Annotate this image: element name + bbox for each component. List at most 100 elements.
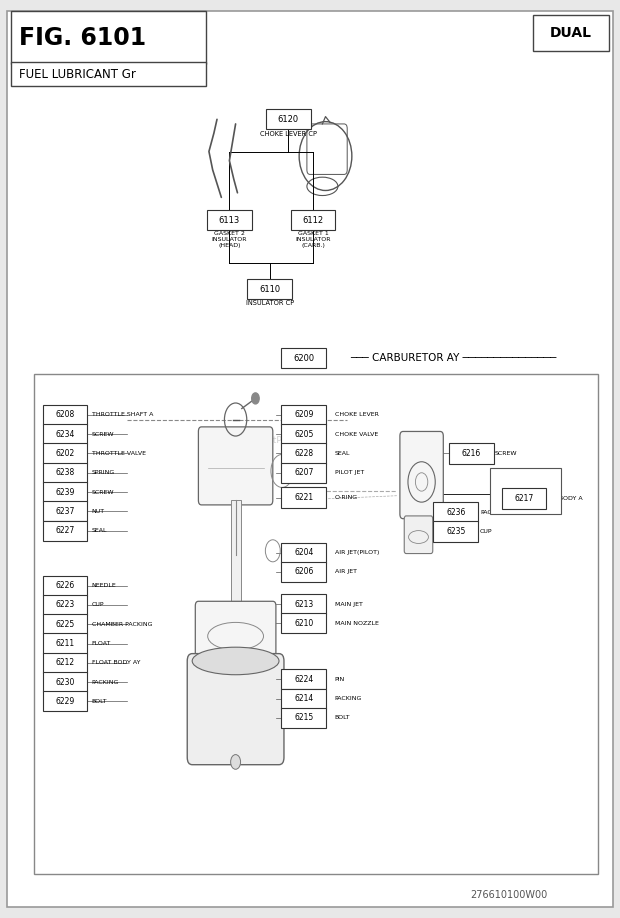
FancyBboxPatch shape: [43, 463, 87, 483]
Text: SCREW: SCREW: [495, 451, 517, 456]
FancyBboxPatch shape: [43, 501, 87, 521]
FancyBboxPatch shape: [43, 443, 87, 464]
Text: 276610100W00: 276610100W00: [470, 890, 547, 900]
Text: 6208: 6208: [55, 410, 75, 420]
Text: DUAL: DUAL: [550, 26, 592, 40]
Text: 6225: 6225: [55, 620, 75, 629]
Text: BOLT: BOLT: [335, 715, 350, 721]
Text: 6205: 6205: [294, 430, 314, 439]
Text: 6110: 6110: [259, 285, 280, 294]
Text: PILOT JET: PILOT JET: [335, 470, 364, 476]
FancyBboxPatch shape: [281, 487, 326, 508]
Text: 6212: 6212: [56, 658, 74, 667]
FancyBboxPatch shape: [195, 601, 276, 666]
Text: THROTTLE VALVE: THROTTLE VALVE: [92, 451, 146, 456]
Text: 6200: 6200: [293, 353, 314, 363]
FancyBboxPatch shape: [281, 424, 326, 444]
FancyBboxPatch shape: [11, 62, 206, 86]
Text: GASKET 1
INSULATOR
(CARB.): GASKET 1 INSULATOR (CARB.): [295, 231, 331, 248]
FancyBboxPatch shape: [449, 443, 494, 464]
Text: 6202: 6202: [55, 449, 75, 458]
FancyBboxPatch shape: [198, 427, 273, 505]
Text: PACKING: PACKING: [335, 696, 362, 701]
Text: 6215: 6215: [294, 713, 314, 722]
FancyBboxPatch shape: [207, 210, 252, 230]
Text: 6206: 6206: [294, 567, 314, 577]
FancyBboxPatch shape: [43, 521, 87, 541]
Text: 6237: 6237: [55, 507, 75, 516]
FancyBboxPatch shape: [247, 279, 292, 299]
FancyBboxPatch shape: [281, 463, 326, 483]
Text: MAIN NOZZLE: MAIN NOZZLE: [335, 621, 379, 626]
FancyBboxPatch shape: [281, 669, 326, 689]
FancyBboxPatch shape: [404, 516, 433, 554]
Text: AIR JET: AIR JET: [335, 569, 356, 575]
Text: 6216: 6216: [461, 449, 481, 458]
FancyBboxPatch shape: [231, 500, 241, 601]
Text: 6214: 6214: [294, 694, 314, 703]
Text: 6207: 6207: [294, 468, 314, 477]
Text: SEAL: SEAL: [335, 451, 350, 456]
FancyBboxPatch shape: [281, 562, 326, 582]
Text: eReplacementParts.com: eReplacementParts.com: [211, 436, 322, 445]
Text: SCREW: SCREW: [92, 431, 114, 437]
FancyBboxPatch shape: [43, 614, 87, 634]
Text: PIN: PIN: [335, 677, 345, 682]
FancyBboxPatch shape: [281, 708, 326, 728]
FancyBboxPatch shape: [281, 348, 326, 368]
FancyBboxPatch shape: [43, 691, 87, 711]
FancyBboxPatch shape: [502, 488, 546, 509]
Text: 6224: 6224: [294, 675, 314, 684]
FancyBboxPatch shape: [281, 405, 326, 425]
Ellipse shape: [192, 647, 279, 675]
Circle shape: [252, 393, 259, 404]
Text: SPRING: SPRING: [92, 470, 115, 476]
Text: MAIN JET: MAIN JET: [335, 601, 363, 607]
FancyBboxPatch shape: [43, 595, 87, 615]
Text: 6238: 6238: [55, 468, 75, 477]
FancyBboxPatch shape: [433, 502, 478, 522]
FancyBboxPatch shape: [490, 468, 561, 514]
FancyBboxPatch shape: [266, 109, 311, 129]
Text: CHOKE VALVE: CHOKE VALVE: [335, 431, 378, 437]
Text: FUEL LUBRICANT Gr: FUEL LUBRICANT Gr: [19, 68, 136, 81]
Text: COCK BODY A: COCK BODY A: [539, 496, 583, 501]
FancyBboxPatch shape: [34, 374, 598, 874]
FancyBboxPatch shape: [43, 633, 87, 654]
Text: CHOKE LEVER: CHOKE LEVER: [335, 412, 379, 418]
Text: SEAL: SEAL: [92, 528, 107, 533]
Text: 6217: 6217: [514, 494, 534, 503]
Text: ─── CARBURETOR AY ───────────────: ─── CARBURETOR AY ───────────────: [350, 353, 557, 363]
Text: 6236: 6236: [446, 508, 466, 517]
FancyBboxPatch shape: [43, 672, 87, 692]
FancyBboxPatch shape: [43, 424, 87, 444]
FancyBboxPatch shape: [291, 210, 335, 230]
Text: 6209: 6209: [294, 410, 314, 420]
Text: 6211: 6211: [56, 639, 74, 648]
FancyBboxPatch shape: [281, 688, 326, 709]
Text: 6204: 6204: [294, 548, 314, 557]
Text: 6230: 6230: [55, 677, 75, 687]
Text: 6229: 6229: [55, 697, 75, 706]
Text: NUT: NUT: [92, 509, 105, 514]
Text: 6223: 6223: [55, 600, 75, 610]
FancyBboxPatch shape: [11, 11, 206, 64]
FancyBboxPatch shape: [281, 594, 326, 614]
Text: 6239: 6239: [55, 487, 75, 497]
Text: 6120: 6120: [278, 115, 299, 124]
FancyBboxPatch shape: [7, 11, 613, 907]
FancyBboxPatch shape: [281, 443, 326, 464]
Text: CHOKE LEVER CP: CHOKE LEVER CP: [260, 131, 317, 138]
Circle shape: [231, 755, 241, 769]
Text: 6226: 6226: [55, 581, 75, 590]
Text: SCREW: SCREW: [92, 489, 114, 495]
FancyBboxPatch shape: [281, 543, 326, 563]
Text: 6112: 6112: [303, 216, 324, 225]
FancyBboxPatch shape: [187, 654, 284, 765]
Text: GASKET 2
INSULATOR
(HEAD): GASKET 2 INSULATOR (HEAD): [211, 231, 247, 248]
FancyBboxPatch shape: [533, 15, 609, 51]
Text: CUP: CUP: [92, 602, 104, 608]
FancyBboxPatch shape: [43, 653, 87, 673]
Text: CUP: CUP: [480, 529, 492, 534]
FancyBboxPatch shape: [43, 405, 87, 425]
